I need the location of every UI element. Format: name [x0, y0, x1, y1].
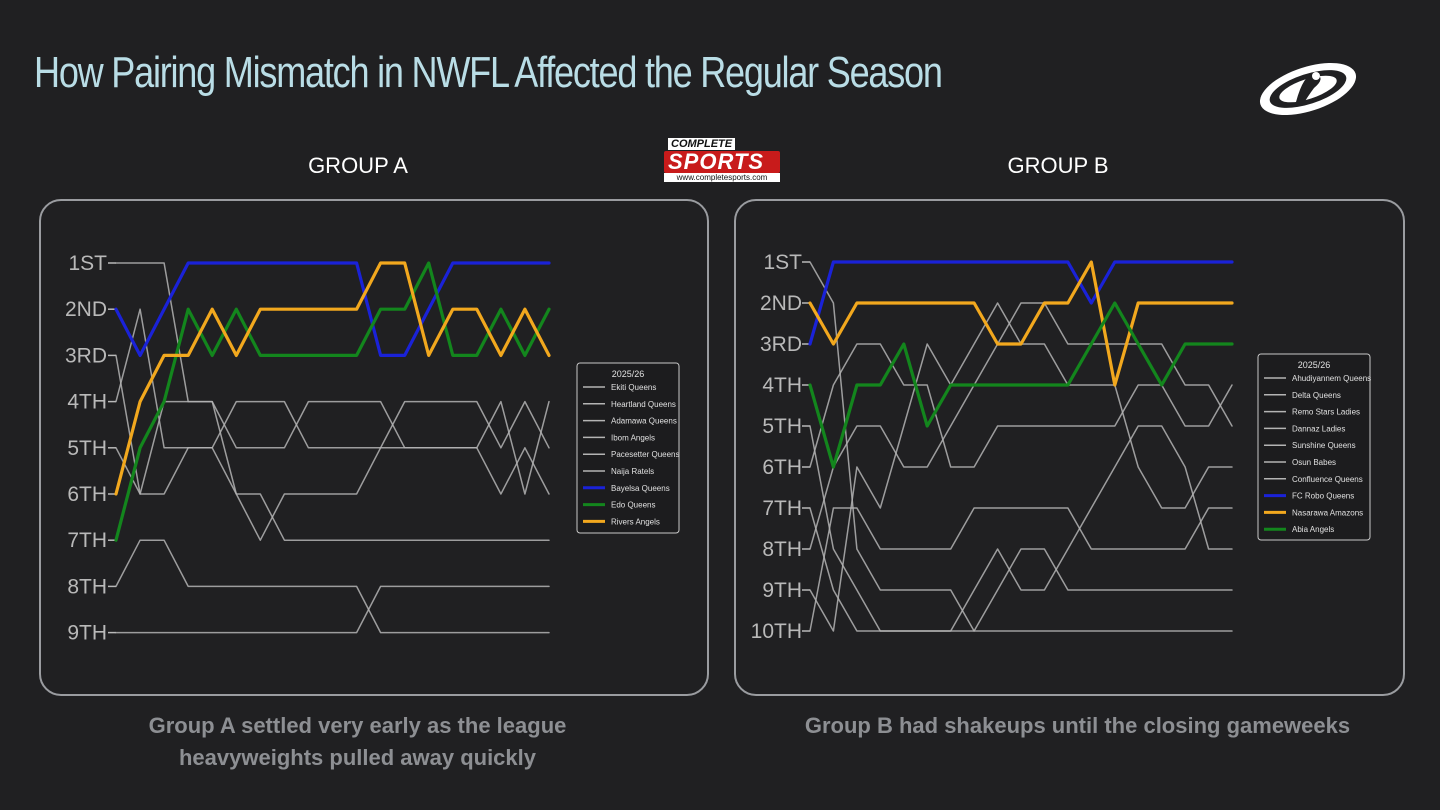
- legend: 2025/26 Ahudiyannem Queens Delta Queens Rem…: [1257, 353, 1371, 541]
- legend-entry: Ahudiyannem Queens: [1292, 374, 1371, 383]
- y-tick-label: 7TH: [762, 497, 802, 520]
- legend-entry: Nasarawa Amazons: [1292, 508, 1363, 517]
- legend-entry: Pacesetter Queens: [611, 450, 679, 459]
- page-title: How Pairing Mismatch in NWFL Affected th…: [34, 48, 943, 97]
- legend-entry: Naija Ratels: [611, 467, 654, 476]
- group-b-title: GROUP B: [1007, 153, 1109, 178]
- series-line-osun-babes: [809, 302, 1233, 632]
- y-tick-label: 4TH: [762, 374, 802, 397]
- y-tick-label: 3RD: [760, 333, 802, 356]
- complete-sports-logo: COMPLETE SPORTS www.completesports.com: [664, 138, 780, 184]
- group-b-panel: 1ST 2ND 3RD 4TH 5TH 6TH 7TH 8TH 9TH 10TH 2025/26 Ah…: [734, 199, 1405, 696]
- group-a-panel: 1ST 2ND 3RD 4TH 5TH 6TH 7TH 8TH 9TH 2025/26 Ekiti …: [39, 199, 709, 696]
- logo-url-text: www.completesports.com: [664, 173, 780, 182]
- legend-entry: Edo Queens: [611, 501, 655, 510]
- series-line-ibom-angels: [115, 400, 550, 495]
- series-line-dannaz-ladies: [809, 507, 1233, 632]
- y-tick-label: 9TH: [67, 622, 107, 645]
- group-b-chart: 1ST 2ND 3RD 4TH 5TH 6TH 7TH 8TH 9TH 10TH 2025/26 Ah…: [751, 251, 1372, 643]
- legend-title: 2025/26: [612, 369, 645, 379]
- series-line-naija-ratels: [115, 585, 550, 634]
- legend-entry: Ekiti Queens: [611, 383, 656, 392]
- logo-top-text: COMPLETE: [668, 138, 736, 150]
- y-tick-label: 6TH: [762, 456, 802, 479]
- logo-main-text: SPORTS: [668, 149, 765, 174]
- legend-entry: Ibom Angels: [611, 433, 655, 442]
- y-tick-label: 8TH: [67, 575, 107, 598]
- series-line-rivers-angels: [114, 261, 551, 496]
- series-line-delta-queens: [809, 425, 1233, 632]
- y-tick-label: 3RD: [65, 344, 107, 367]
- legend-entry: FC Robo Queens: [1292, 492, 1354, 501]
- league-logo-icon: [1259, 62, 1357, 116]
- group-a-caption: Group A settled very early as the league…: [148, 713, 567, 770]
- legend-entry: Delta Queens: [1292, 391, 1341, 400]
- series-line-bayelsa-queens: [114, 261, 551, 357]
- series-line-remo-stars-ladies: [809, 343, 1233, 468]
- y-tick-label: 1ST: [68, 252, 107, 275]
- series-line-abia-angels: [808, 301, 1234, 469]
- legend: 2025/26 Ekiti Queens Heartland Queens Adama…: [576, 362, 680, 534]
- y-tick-label: 5TH: [67, 437, 107, 460]
- legend-title: 2025/26: [1298, 360, 1331, 370]
- logo-banner: [664, 151, 780, 173]
- legend-entry: Sunshine Queens: [1292, 441, 1356, 450]
- legend-entry: Heartland Queens: [611, 400, 676, 409]
- series-line-ahudiyannem-queens: [809, 261, 1233, 632]
- series-line-pacesetter-queens: [115, 539, 550, 634]
- legend-entry: Dannaz Ladies: [1292, 424, 1345, 433]
- y-tick-label: 2ND: [760, 292, 802, 315]
- y-tick-label: 5TH: [762, 415, 802, 438]
- y-tick-label: 7TH: [67, 529, 107, 552]
- y-tick-label: 9TH: [762, 579, 802, 602]
- series-line-sunshine-queens: [809, 302, 1233, 550]
- series-line-confluence-queens: [809, 507, 1233, 632]
- y-tick-label: 2ND: [65, 298, 107, 321]
- legend-entry: Abia Angels: [1292, 525, 1334, 534]
- y-tick-label: 8TH: [762, 538, 802, 561]
- legend-entry: Rivers Angels: [611, 517, 660, 526]
- y-tick-label: 10TH: [751, 620, 802, 643]
- group-b-caption: Group B had shakeups until the closing g…: [804, 713, 1351, 738]
- series-line-edo-queens: [114, 261, 551, 542]
- legend-entry: Bayelsa Queens: [611, 484, 670, 493]
- legend-entry: Osun Babes: [1292, 458, 1336, 467]
- legend-entry: Remo Stars Ladies: [1292, 408, 1360, 417]
- group-a-chart: 1ST 2ND 3RD 4TH 5TH 6TH 7TH 8TH 9TH 2025/26 Ekiti …: [65, 252, 680, 645]
- series-line-nasarawa-amazons: [808, 260, 1234, 387]
- y-tick-label: 6TH: [67, 483, 107, 506]
- y-tick-label: 1ST: [763, 251, 802, 274]
- series-line-adamawa-queens: [115, 308, 550, 449]
- y-tick-label: 4TH: [67, 391, 107, 414]
- legend-entry: Confluence Queens: [1292, 475, 1363, 484]
- series-line-fc-robo-queens: [808, 260, 1234, 346]
- legend-entry: Adamawa Queens: [611, 417, 677, 426]
- group-a-title: GROUP A: [308, 153, 408, 178]
